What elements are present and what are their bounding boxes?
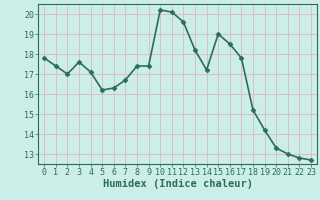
X-axis label: Humidex (Indice chaleur): Humidex (Indice chaleur) [103, 179, 252, 189]
